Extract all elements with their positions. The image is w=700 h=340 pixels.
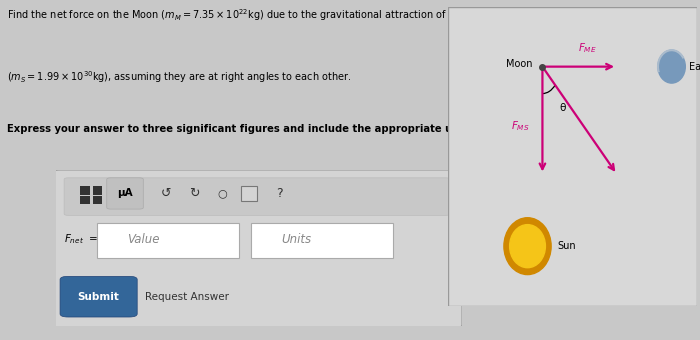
FancyBboxPatch shape — [60, 276, 137, 317]
Text: Sun: Sun — [557, 241, 576, 251]
FancyBboxPatch shape — [448, 7, 696, 306]
Text: Find the net force on the Moon ($m_M = 7.35 \times 10^{22}$kg) due to the gravit: Find the net force on the Moon ($m_M = 7… — [7, 7, 685, 22]
FancyBboxPatch shape — [80, 196, 90, 204]
Text: Express your answer to three significant figures and include the appropriate uni: Express your answer to three significant… — [7, 124, 477, 134]
Text: Submit: Submit — [78, 292, 120, 302]
FancyBboxPatch shape — [52, 170, 462, 328]
Text: ?: ? — [276, 187, 283, 200]
Text: μA: μA — [117, 188, 133, 199]
FancyBboxPatch shape — [106, 178, 144, 209]
Text: ($m_S = 1.99 \times 10^{30}$kg), assuming they are at right angles to each other: ($m_S = 1.99 \times 10^{30}$kg), assumin… — [7, 69, 351, 85]
Text: Value: Value — [127, 233, 160, 246]
Text: ↺: ↺ — [160, 187, 171, 200]
Circle shape — [504, 218, 551, 275]
FancyBboxPatch shape — [241, 186, 257, 201]
Circle shape — [658, 50, 685, 83]
Circle shape — [510, 225, 545, 268]
Text: Earth: Earth — [689, 62, 700, 72]
Text: $F_{ME}$: $F_{ME}$ — [578, 41, 596, 55]
Text: $F_{net}$  =: $F_{net}$ = — [64, 233, 99, 246]
Text: $F_{MS}$: $F_{MS}$ — [512, 119, 530, 133]
Text: Moon: Moon — [506, 58, 533, 69]
Text: Units: Units — [281, 233, 312, 246]
FancyBboxPatch shape — [251, 223, 393, 258]
FancyBboxPatch shape — [64, 178, 450, 215]
Text: Request Answer: Request Answer — [146, 292, 230, 302]
FancyBboxPatch shape — [80, 186, 90, 195]
Text: θ: θ — [560, 103, 566, 113]
FancyBboxPatch shape — [97, 223, 239, 258]
Text: ↻: ↻ — [189, 187, 199, 200]
FancyBboxPatch shape — [92, 196, 102, 204]
FancyBboxPatch shape — [92, 186, 102, 195]
Text: ○: ○ — [218, 188, 228, 199]
